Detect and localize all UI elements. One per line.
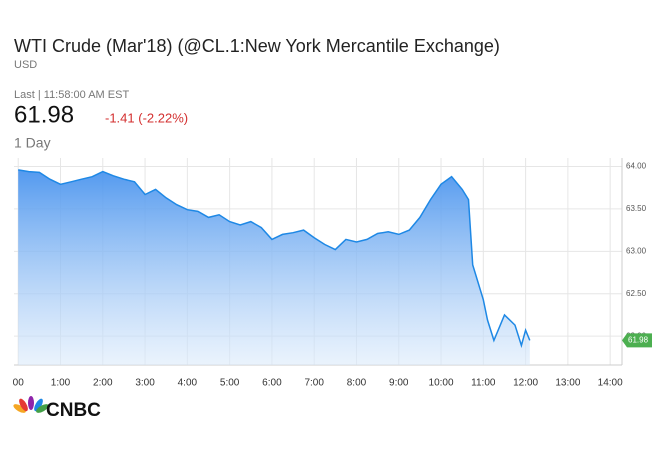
area: [18, 169, 530, 365]
range: 1 Day: [14, 135, 51, 151]
logo: CNBC: [13, 396, 101, 421]
y-tick-label: 63.50: [626, 204, 647, 213]
y-tick-label: 63.00: [626, 246, 647, 255]
x-tick-label: 4:00: [178, 378, 198, 389]
x-tick-label: 12:00: [513, 378, 538, 389]
x-tick-label: 9:00: [389, 378, 409, 389]
x-tick-label: 2:00: [93, 378, 113, 389]
x-tick-label: 1:00: [51, 378, 71, 389]
x-tick-label: 5:00: [220, 378, 240, 389]
last-price-tag: [622, 333, 652, 348]
logo-text: CNBC: [46, 400, 101, 421]
line: [18, 169, 531, 349]
currency: USD: [14, 59, 37, 71]
last-time: Last | 11:58:00 AM EST: [14, 89, 129, 101]
plot: 62.0062.5063.0063.5064.00001:002:003:004…: [13, 158, 652, 389]
x-tick-label: 6:00: [262, 378, 282, 389]
x-tick-label: 10:00: [429, 378, 454, 389]
x-tick-label: 7:00: [304, 378, 324, 389]
y-tick-label: 64.00: [626, 162, 647, 171]
x-tick-label: 14:00: [598, 378, 623, 389]
last-price-label: 61.98: [628, 336, 649, 345]
title: WTI Crude (Mar'18) (@CL.1:New York Merca…: [14, 36, 500, 56]
x-tick-label: 3:00: [135, 378, 155, 389]
y-tick-label: 62.50: [626, 289, 647, 298]
change: -1.41 (-2.22%): [105, 110, 188, 125]
x-tick-label: 00: [13, 378, 25, 389]
price: 61.98: [14, 101, 74, 128]
x-tick-label: 13:00: [555, 378, 580, 389]
x-tick-label: 11:00: [471, 378, 496, 389]
x-tick-label: 8:00: [347, 378, 367, 389]
